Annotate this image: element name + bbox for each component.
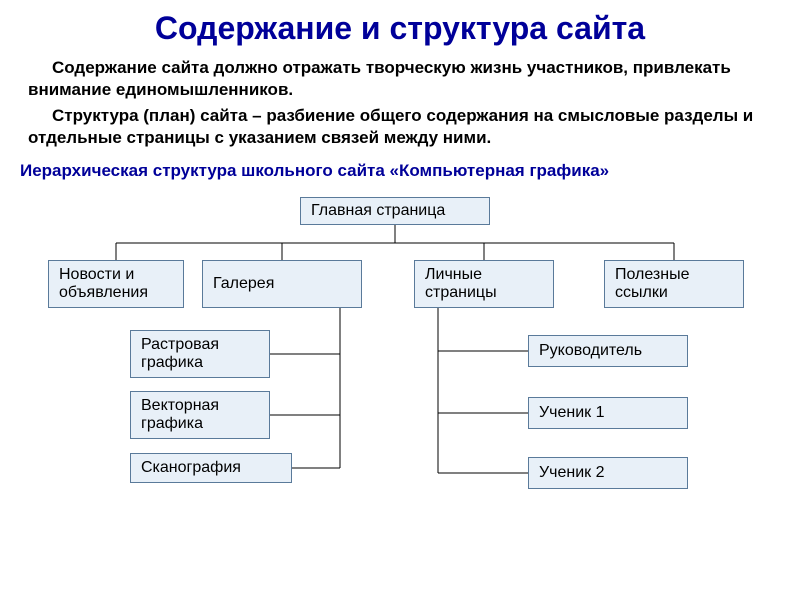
- node-scan: Сканография: [130, 453, 292, 483]
- page-title: Содержание и структура сайта: [0, 0, 800, 55]
- node-stud2: Ученик 2: [528, 457, 688, 489]
- node-stud1: Ученик 1: [528, 397, 688, 429]
- paragraph-2: Структура (план) сайта – разбиение общег…: [0, 103, 800, 151]
- node-vector: Векторная графика: [130, 391, 270, 439]
- node-news: Новости и объявления: [48, 260, 184, 308]
- node-raster: Растровая графика: [130, 330, 270, 378]
- site-structure-diagram: Главная страница Новости и объявления Гале…: [0, 185, 800, 525]
- node-leader: Руководитель: [528, 335, 688, 367]
- node-gallery: Галерея: [202, 260, 362, 308]
- node-root: Главная страница: [300, 197, 490, 225]
- diagram-subtitle: Иерархическая структура школьного сайта …: [0, 151, 800, 185]
- node-pages: Личные страницы: [414, 260, 554, 308]
- paragraph-1: Содержание сайта должно отражать творчес…: [0, 55, 800, 103]
- node-links: Полезные ссылки: [604, 260, 744, 308]
